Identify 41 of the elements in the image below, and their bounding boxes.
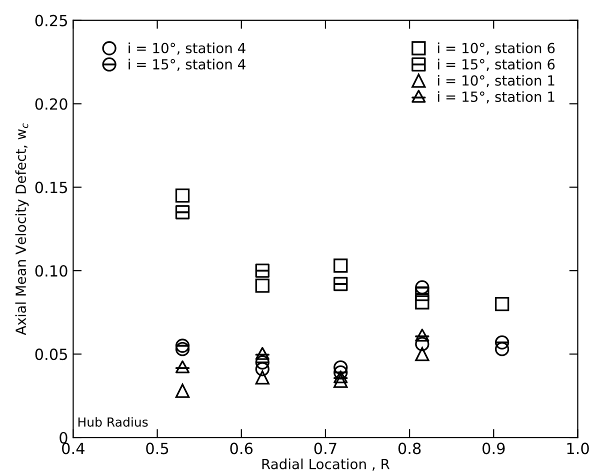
point bbox=[334, 370, 348, 384]
point bbox=[175, 384, 190, 398]
point bbox=[175, 360, 190, 374]
x-tick-label: 1.0 bbox=[567, 442, 589, 454]
point bbox=[494, 296, 510, 312]
x-axis-title: Radial Location , R bbox=[262, 458, 390, 471]
point bbox=[334, 276, 348, 292]
point bbox=[415, 295, 430, 310]
x-tick-label: 0.8 bbox=[398, 442, 421, 454]
point bbox=[175, 188, 190, 203]
y-tick-label: 0.05 bbox=[35, 348, 67, 360]
point bbox=[255, 370, 270, 385]
x-tick-label: 0.9 bbox=[482, 442, 505, 454]
x-tick-label: 0.4 bbox=[62, 442, 84, 454]
point bbox=[494, 335, 510, 350]
point bbox=[334, 258, 348, 273]
legend-label: i = 15°, station 4 bbox=[128, 58, 246, 71]
legend-label: i = 10°, station 1 bbox=[438, 75, 554, 88]
point bbox=[255, 278, 270, 293]
point bbox=[415, 347, 430, 362]
legend-label: i = 15°, station 1 bbox=[438, 91, 554, 104]
legend-label: i = 10°, station 6 bbox=[438, 42, 555, 55]
point bbox=[175, 338, 190, 353]
point bbox=[255, 355, 270, 370]
y-tick-label: 0.20 bbox=[35, 98, 68, 110]
point bbox=[175, 205, 190, 220]
point bbox=[415, 328, 430, 342]
annotation: Hub Radius bbox=[78, 417, 148, 427]
legend-label: i = 10°, station 4 bbox=[128, 42, 246, 55]
y-tick-label: 0 bbox=[60, 432, 68, 444]
point bbox=[255, 264, 270, 278]
point bbox=[415, 286, 430, 302]
y-tick-label: 0.10 bbox=[35, 265, 68, 277]
y-tick-label: 0.15 bbox=[35, 182, 67, 194]
x-tick-label: 0.5 bbox=[146, 442, 168, 454]
y-axis-title: Axial Mean Velocity Defect, w$_{c}$ bbox=[15, 123, 29, 336]
legend-label: i = 15°, station 6 bbox=[438, 58, 555, 71]
x-tick-label: 0.7 bbox=[314, 442, 336, 454]
x-tick-label: 0.6 bbox=[230, 442, 253, 454]
y-tick-label: 0.25 bbox=[35, 14, 67, 26]
point bbox=[255, 347, 270, 360]
